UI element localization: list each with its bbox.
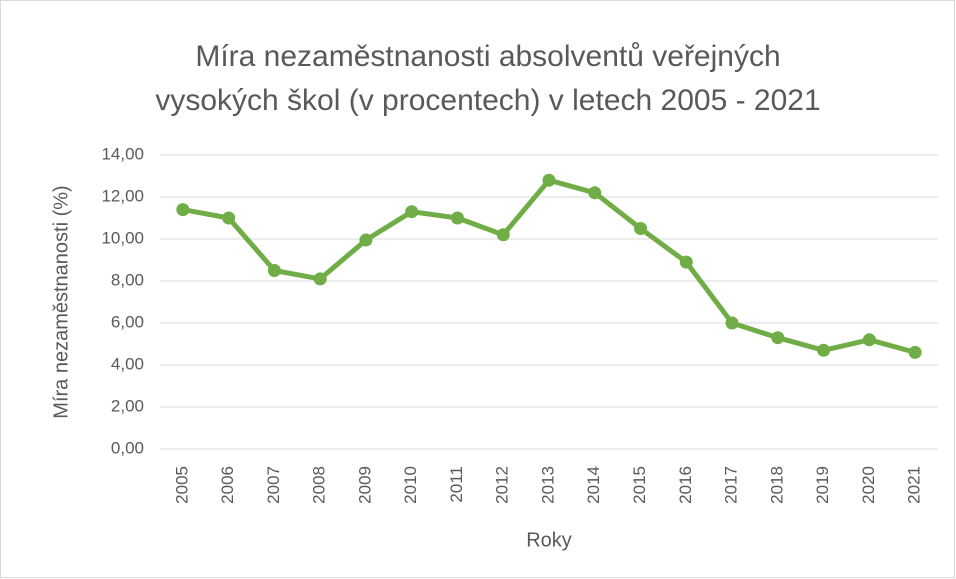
data-point: [496, 228, 510, 242]
data-point: [176, 203, 190, 217]
data-point: [222, 211, 236, 225]
y-tick-label: 2,00: [111, 396, 144, 415]
x-tick-label: 2014: [584, 466, 603, 504]
x-tick-label: 2021: [905, 466, 924, 504]
x-tick-label: 2020: [859, 466, 878, 504]
chart-title: Míra nezaměstnanosti absolventů veřejnýc…: [195, 40, 780, 73]
y-tick-label: 12,00: [101, 186, 144, 205]
x-tick-label: 2016: [676, 466, 695, 504]
data-point: [725, 316, 739, 330]
data-point: [588, 186, 602, 200]
y-tick-label: 0,00: [111, 438, 144, 457]
x-tick-label: 2008: [310, 466, 329, 504]
data-point: [405, 205, 419, 219]
data-point: [313, 272, 327, 286]
chart-title: vysokých škol (v procentech) v letech 20…: [155, 84, 820, 117]
x-tick-label: 2017: [722, 466, 741, 504]
x-tick-label: 2005: [172, 466, 191, 504]
x-tick-label: 2015: [630, 466, 649, 504]
data-point: [542, 173, 556, 187]
data-point: [634, 222, 648, 235]
x-tick-label: 2013: [538, 466, 557, 504]
y-tick-label: 14,00: [101, 144, 144, 163]
y-tick-label: 8,00: [111, 270, 144, 289]
y-axis-label: Míra nezaměstnanosti (%): [50, 185, 72, 418]
x-tick-label: 2012: [493, 466, 512, 504]
data-point: [862, 333, 876, 347]
data-point: [679, 255, 693, 269]
data-point: [771, 331, 785, 345]
data-point: [908, 345, 922, 359]
data-point: [359, 233, 373, 247]
data-point: [450, 211, 464, 225]
y-tick-label: 4,00: [111, 354, 144, 373]
x-tick-label: 2011: [447, 466, 466, 503]
y-tick-label: 6,00: [111, 312, 144, 331]
y-tick-label: 10,00: [101, 228, 144, 247]
x-tick-label: 2018: [767, 466, 786, 504]
x-tick-label: 2006: [218, 466, 237, 504]
data-point: [817, 343, 831, 357]
x-axis-label: Roky: [526, 529, 572, 551]
x-tick-label: 2010: [401, 466, 420, 504]
x-tick-label: 2019: [813, 466, 832, 504]
x-tick-label: 2007: [264, 466, 283, 504]
data-point: [267, 264, 281, 277]
x-tick-label: 2009: [355, 466, 374, 504]
